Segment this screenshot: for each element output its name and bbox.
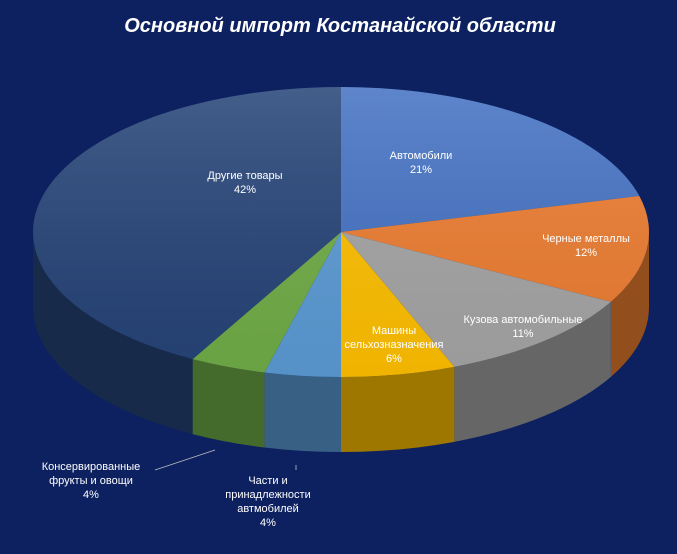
pie-top-sheen [33,87,649,377]
slice-name-label: Машины [372,325,416,337]
slice-name-label: Другие товары [207,170,282,182]
slice-value-label: 42% [234,184,256,196]
slice-label-2: Кузова автомобильные 11% [464,314,583,340]
slice-name-label: сельхозназначения [345,339,444,351]
slice-name-label: Части и [248,475,287,487]
chart-title: Основной импорт Костанайской области [124,15,556,37]
slice-name-label: Консервированные [42,461,141,473]
slice-label-text-4: Части и принадлежности автмобилей 4% [225,475,310,529]
pie-slice-side-1 [610,232,649,377]
slice-value-label: 11% [512,328,533,340]
pie-slice-side-6 [33,232,193,435]
slice-label-4: Части и принадлежности автмобилей 4% [225,465,311,529]
pie-tops [33,87,649,377]
slice-label-text-2: Кузова автомобильные 11% [464,314,583,340]
slice-label-text-5: Консервированные фрукты и овощи 4% [42,461,141,501]
slice-label-5: Консервированные фрукты и овощи 4% [42,449,216,501]
pie-slice-side-3 [341,366,455,452]
slice-name-label: Черные металлы [542,233,630,245]
slice-value-label: 4% [83,489,99,501]
slice-label-text-3: Машины сельхозназначения 6% [345,325,444,365]
slice-label-0: Автомобили 21% [390,150,453,176]
slice-label-text-6: Другие товары 42% [207,170,282,196]
pie-slice-side-5 [192,359,265,448]
pie-sides [33,232,649,452]
pie-slice-side-4 [264,372,341,452]
leader-line-5 [154,449,216,471]
slice-label-1: Черные металлы 12% [542,233,630,259]
slice-value-label: 4% [260,517,276,529]
slice-value-label: 12% [575,247,597,259]
slice-label-text-0: Автомобили 21% [390,150,453,176]
slice-name-label: принадлежности [225,489,310,501]
pie-labels: Автомобили 21% Черные металлы 12% Кузова авт… [42,150,630,529]
slice-label-text-1: Черные металлы 12% [542,233,630,259]
slice-value-label: 6% [386,353,402,365]
pie-slice-side-2 [454,301,611,442]
slice-name-label: Автомобили [390,150,453,162]
slice-name-label: Кузова автомобильные [464,314,583,326]
slice-label-3: Машины сельхозназначения 6% [345,325,444,365]
slice-name-label: фрукты и овощи [49,475,133,487]
slice-name-label: автмобилей [237,503,299,515]
slice-label-6: Другие товары 42% [207,170,282,196]
slice-value-label: 21% [410,164,432,176]
